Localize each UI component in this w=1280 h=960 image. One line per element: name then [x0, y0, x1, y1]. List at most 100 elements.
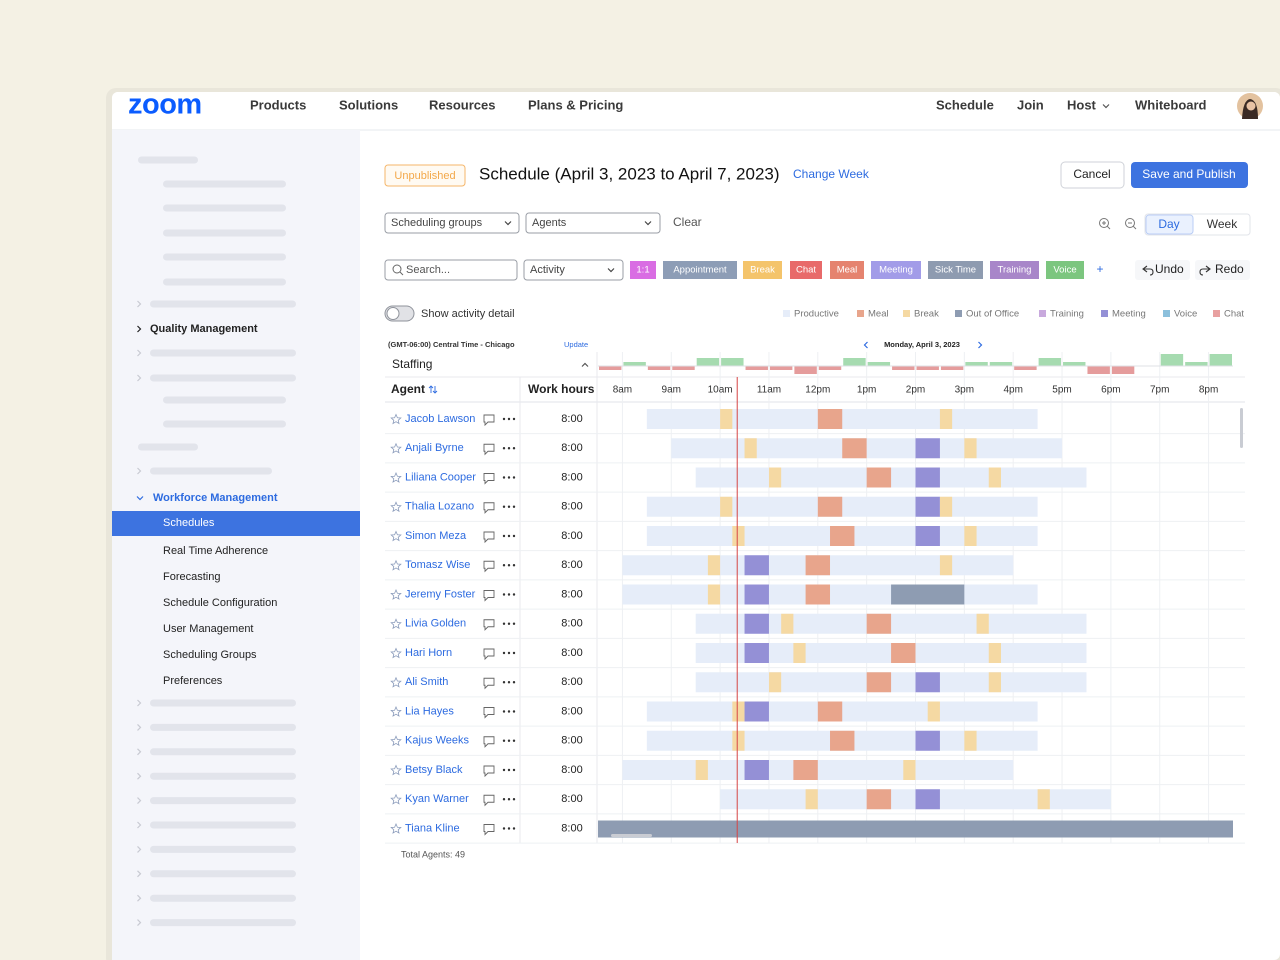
activity-chip[interactable] [990, 261, 1039, 279]
activity-block[interactable] [964, 730, 977, 751]
comment-icon[interactable] [483, 414, 495, 427]
activity-block[interactable] [744, 613, 769, 634]
more-dot[interactable] [507, 768, 511, 772]
more-dot[interactable] [507, 534, 511, 538]
activity-chip[interactable] [928, 261, 983, 279]
agent-name[interactable]: Simon Meza [405, 530, 467, 542]
activity-chip-label[interactable]: Meeting [879, 265, 913, 276]
activity-block[interactable] [842, 438, 867, 459]
select[interactable] [384, 212, 520, 234]
more-dot[interactable] [512, 417, 516, 421]
activity-block[interactable] [988, 672, 1001, 693]
comment-icon[interactable] [483, 794, 495, 807]
search-box[interactable] [384, 259, 518, 281]
activity-block[interactable] [915, 526, 940, 546]
more-dot[interactable] [512, 768, 516, 772]
activity-chip-label[interactable]: Appointment [673, 265, 727, 276]
agent-name[interactable]: Lia Hayes [405, 705, 454, 717]
sidebar-section[interactable]: Workforce Management [153, 492, 278, 504]
more-dot[interactable] [512, 739, 516, 742]
nav-link[interactable]: Products [250, 97, 306, 112]
activity-block[interactable] [732, 526, 745, 546]
history-button[interactable] [1195, 260, 1250, 280]
activity-block[interactable] [805, 584, 831, 605]
activity-chip-label[interactable]: Training [998, 265, 1032, 276]
agent-name[interactable]: Anjali Byrne [405, 442, 464, 454]
more-dot[interactable] [502, 798, 506, 801]
more-dot[interactable] [507, 798, 511, 801]
more-dot[interactable] [502, 827, 506, 830]
agent-name[interactable]: Thalia Lozano [405, 501, 474, 513]
comment-icon[interactable] [483, 502, 495, 514]
agent-name[interactable]: Kyan Warner [405, 793, 469, 805]
more-dot[interactable] [507, 710, 511, 713]
nav-link[interactable]: Resources [429, 97, 495, 112]
activity-block[interactable] [915, 730, 940, 751]
activity-block[interactable] [915, 467, 940, 488]
more-dot[interactable] [507, 651, 511, 655]
more-dot[interactable] [507, 447, 511, 450]
activity-chip[interactable] [743, 261, 782, 279]
comment-icon[interactable] [483, 824, 495, 836]
more-dot[interactable] [502, 564, 506, 567]
activity-block[interactable] [817, 701, 843, 722]
publish-label[interactable]: Save and Publish [1142, 167, 1235, 181]
view-option[interactable]: Day [1158, 217, 1179, 231]
activity-block[interactable] [891, 643, 916, 663]
activity-block[interactable] [915, 789, 940, 810]
activity-chip[interactable] [1046, 261, 1084, 279]
more-dot[interactable] [507, 505, 511, 508]
star-icon[interactable] [390, 559, 402, 571]
sidebar-item[interactable]: Preferences [163, 675, 223, 687]
activity-block[interactable] [744, 643, 769, 663]
zoom-icon[interactable] [1125, 218, 1135, 228]
nav-link[interactable]: Solutions [339, 97, 398, 112]
activity-block[interactable] [866, 789, 892, 810]
activity-block[interactable] [866, 613, 892, 634]
more-dot[interactable] [507, 622, 511, 625]
activity-block[interactable] [781, 613, 794, 634]
more-dot[interactable] [512, 447, 516, 450]
nav-link[interactable]: Host [1067, 97, 1097, 112]
activity-block[interactable] [964, 438, 977, 459]
comment-icon[interactable] [483, 473, 495, 485]
more-dot[interactable] [502, 593, 506, 596]
agent-name[interactable]: Jacob Lawson [405, 413, 475, 425]
agent-name[interactable]: Ali Smith [405, 676, 448, 688]
more-dot[interactable] [512, 476, 516, 479]
activity-chip-label[interactable]: 1:1 [636, 265, 649, 276]
sidebar-section[interactable]: Quality Management [150, 323, 258, 335]
star-icon[interactable] [390, 618, 402, 630]
activity-block[interactable] [817, 409, 843, 429]
activity-block[interactable] [768, 672, 782, 693]
sidebar-item[interactable]: User Management [163, 623, 254, 635]
nav-link[interactable]: Plans & Pricing [528, 97, 623, 112]
comment-icon[interactable] [483, 531, 495, 544]
more-dot[interactable] [512, 564, 516, 567]
activity-block[interactable] [988, 467, 1001, 488]
star-icon[interactable] [390, 442, 402, 454]
activity-block[interactable] [1037, 789, 1050, 810]
more-dot[interactable] [512, 505, 516, 508]
star-icon[interactable] [390, 501, 402, 513]
activity-chip-label[interactable]: Break [750, 265, 775, 276]
change-week[interactable]: Change Week [793, 167, 870, 181]
sidebar-item[interactable]: Scheduling Groups [163, 649, 257, 661]
select-label[interactable]: Scheduling groups [391, 217, 483, 229]
comment-icon[interactable] [483, 619, 495, 631]
more-dot[interactable] [512, 651, 516, 655]
publish-button[interactable] [1131, 162, 1248, 188]
comment-icon[interactable] [483, 560, 495, 573]
activity-block[interactable] [915, 438, 940, 459]
agent-name[interactable]: Tiana Kline [405, 822, 460, 834]
view-active[interactable] [1145, 214, 1194, 235]
select[interactable] [525, 212, 661, 234]
activity-chip[interactable] [790, 261, 822, 279]
activity-block[interactable] [793, 760, 818, 780]
activity-block[interactable] [744, 760, 769, 780]
cancel-button[interactable] [1060, 161, 1125, 189]
more-dot[interactable] [512, 681, 516, 684]
comment-icon[interactable] [483, 765, 495, 778]
activity-block[interactable] [805, 555, 831, 576]
activity-block[interactable] [964, 526, 977, 546]
